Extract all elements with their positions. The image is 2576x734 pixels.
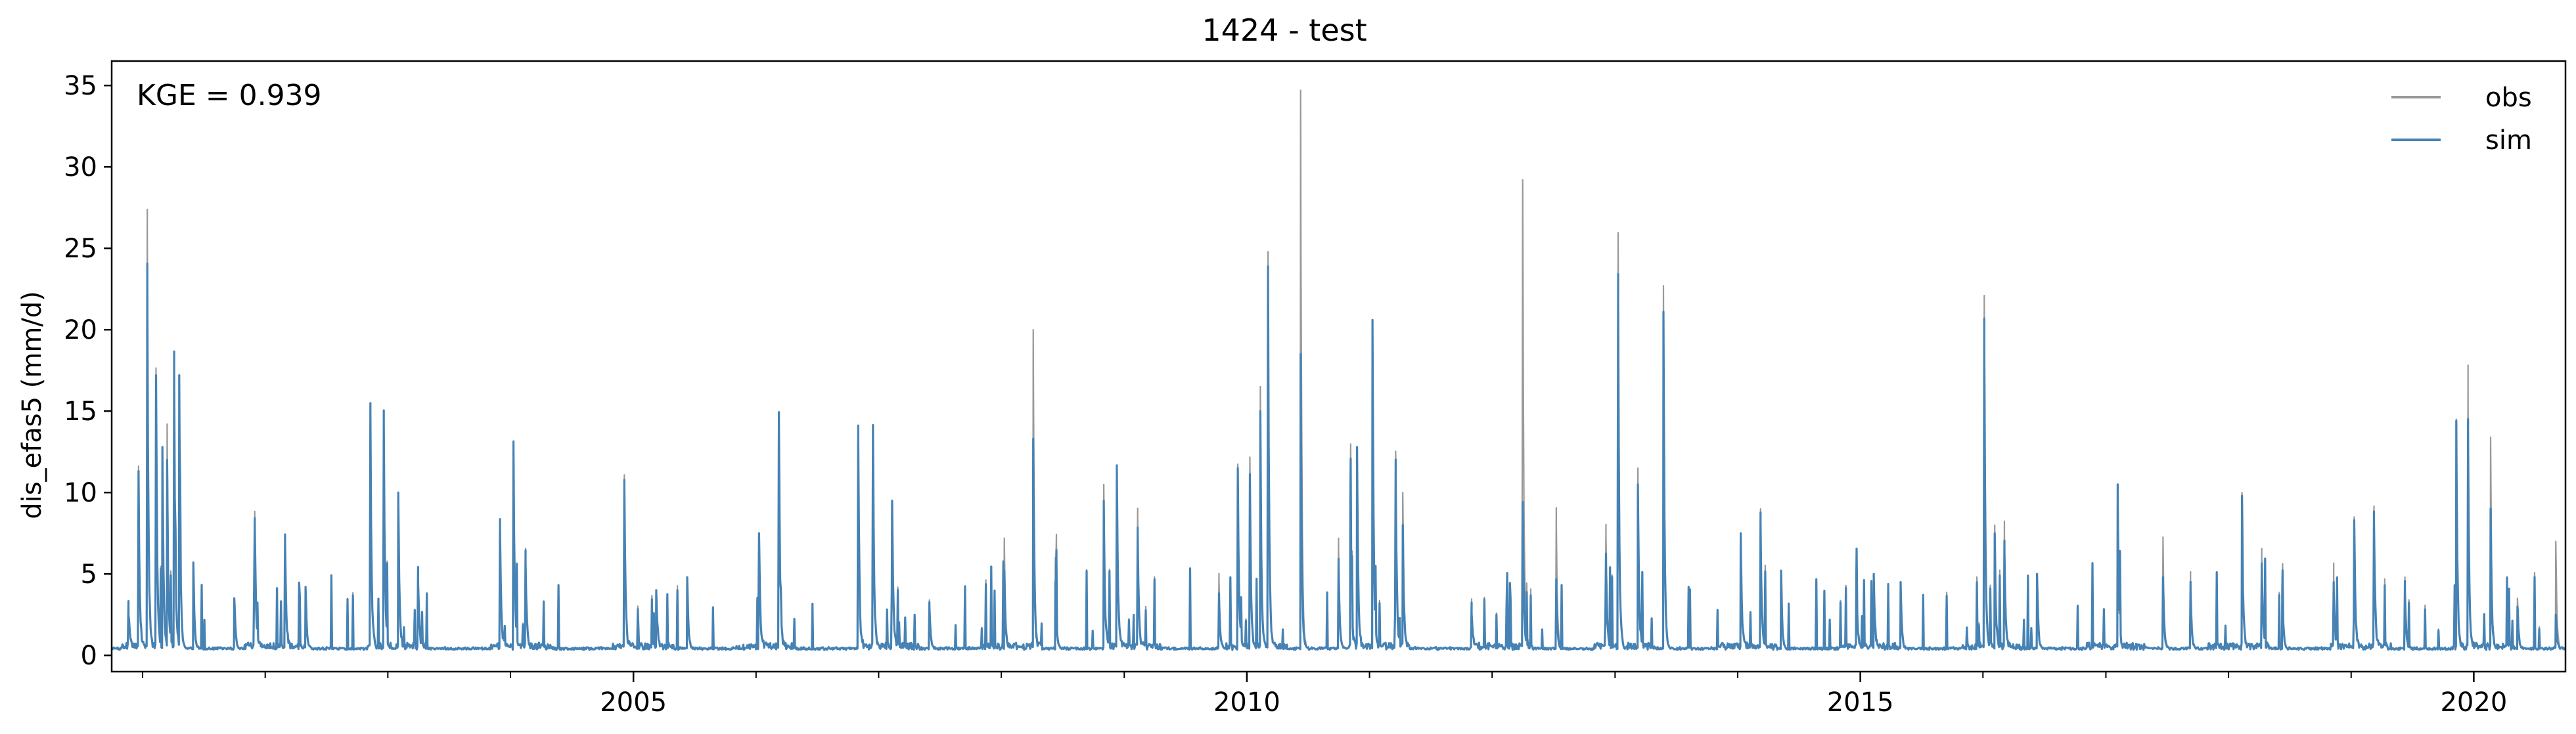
y-tick-label: 30 [64, 152, 97, 183]
x-tick-label: 2015 [1827, 687, 1894, 718]
y-tick-label: 35 [64, 71, 97, 101]
chart-title: 1424 - test [1202, 12, 1367, 48]
x-axis: 2005 2010 2015 2020 [142, 672, 2507, 718]
y-axis-title: dis_efas5 (mm/d) [17, 291, 47, 519]
legend-obs-label: obs [2485, 83, 2532, 113]
y-tick-label: 25 [64, 234, 97, 264]
y-axis: 0 5 10 15 20 25 30 35 [64, 71, 112, 671]
legend: obs sim [2391, 83, 2532, 156]
legend-sim-label: sim [2485, 125, 2532, 156]
y-tick-label: 10 [64, 478, 97, 508]
series-layer [112, 89, 2565, 651]
plot-area [110, 60, 2567, 673]
y-tick-label: 20 [64, 315, 97, 345]
plot-frame [110, 60, 2567, 673]
y-tick-label: 5 [81, 559, 97, 590]
x-tick-label: 2010 [1213, 687, 1280, 718]
y-tick-label: 15 [64, 397, 97, 427]
y-tick-label: 0 [81, 641, 97, 671]
x-tick-label: 2020 [2440, 687, 2507, 718]
series-line-sim [112, 262, 2565, 651]
x-tick-label: 2005 [600, 687, 667, 718]
kge-annotation: KGE = 0.939 [137, 79, 322, 112]
